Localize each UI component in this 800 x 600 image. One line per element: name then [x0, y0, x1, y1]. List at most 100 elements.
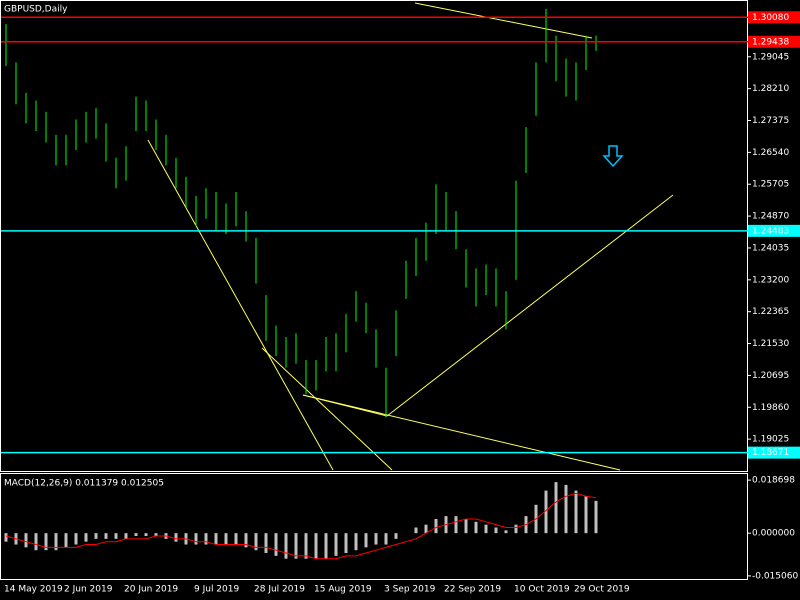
- trendline: [302, 394, 621, 471]
- y-tick-label: 1.22365: [752, 307, 789, 317]
- y-tick-label: 1.26540: [752, 148, 789, 158]
- histogram-bar: [44, 533, 48, 551]
- histogram-bar: [584, 496, 588, 534]
- x-tick-label: 15 Aug 2019: [314, 585, 372, 595]
- level-label-box: [748, 11, 800, 24]
- y-tick-label: 0.000000: [752, 529, 795, 539]
- main-panel-border: [0, 0, 748, 472]
- level-label: 1.30080: [752, 13, 789, 23]
- trendlines: [147, 2, 674, 471]
- level-label: 1.18671: [752, 448, 789, 458]
- trendline: [261, 347, 393, 471]
- x-tick-label: 20 Jun 2019: [124, 585, 178, 595]
- histogram-bar: [104, 533, 108, 539]
- y-tick-label: 1.23200: [752, 275, 789, 285]
- histogram-bar: [554, 482, 558, 534]
- level-label: 1.29438: [752, 37, 789, 47]
- y-tick-label: 0.018698: [752, 476, 795, 486]
- macd-panel-border: [0, 473, 748, 580]
- histogram-bar: [84, 533, 88, 542]
- y-tick-label: 1.21530: [752, 339, 789, 349]
- histogram-bar: [264, 533, 268, 554]
- histogram-bar: [354, 533, 358, 551]
- histogram-bar: [194, 533, 198, 545]
- histogram-bar: [414, 527, 418, 534]
- histogram-bar: [234, 533, 238, 545]
- trendline: [147, 139, 334, 471]
- histogram-bar: [594, 500, 598, 534]
- histogram-bar: [74, 533, 78, 545]
- histogram-bar: [204, 533, 208, 545]
- histogram-bar: [314, 533, 318, 559]
- histogram-bar: [564, 484, 568, 534]
- histogram-bar: [24, 533, 28, 548]
- histogram-bar: [574, 490, 578, 534]
- histogram-bar: [384, 533, 388, 545]
- histogram-bar: [434, 518, 438, 534]
- histogram-bar: [144, 533, 148, 537]
- histogram-bar: [514, 524, 518, 534]
- x-tick-label: 29 Oct 2019: [574, 585, 630, 595]
- y-tick-label: -0.015060: [752, 571, 798, 581]
- y-tick-label: 1.19860: [752, 403, 789, 413]
- y-tick-label: 1.24870: [752, 212, 789, 222]
- y-tick-label: 1.28210: [752, 84, 789, 94]
- histogram-bar: [334, 533, 338, 556]
- histogram-bar: [374, 533, 378, 545]
- histogram-bar: [214, 533, 218, 545]
- y-tick-label: 1.24035: [752, 243, 789, 253]
- histogram-bar: [94, 533, 98, 539]
- y-tick-label: 1.19025: [752, 435, 789, 445]
- histogram-bar: [424, 524, 428, 534]
- histogram-bar: [464, 518, 468, 534]
- histogram-bar: [244, 533, 248, 548]
- histogram-bar: [274, 533, 278, 556]
- level-label-box: [748, 35, 800, 48]
- x-tick-label: 9 Jul 2019: [194, 585, 239, 595]
- histogram-bar: [114, 533, 118, 539]
- signal-line: [5, 492, 597, 560]
- histogram-bar: [134, 533, 138, 537]
- histogram-bar: [304, 533, 308, 559]
- x-tick-label: 14 May 2019: [4, 585, 63, 595]
- trendline: [414, 2, 593, 39]
- histogram-bar: [484, 524, 488, 534]
- histogram-bar: [474, 521, 478, 534]
- x-tick-label: 2 Jun 2019: [64, 585, 113, 595]
- histogram-bar: [324, 533, 328, 559]
- histogram-bar: [174, 533, 178, 542]
- histogram-bar: [294, 533, 298, 559]
- histogram-bar: [504, 530, 508, 534]
- x-tick-label: 28 Jul 2019: [254, 585, 305, 595]
- histogram-bar: [394, 533, 398, 539]
- histogram-bar: [224, 533, 228, 545]
- y-tick-label: 1.20695: [752, 371, 789, 381]
- level-label-box: [748, 446, 800, 459]
- histogram-bar: [64, 533, 68, 548]
- histogram-bar: [284, 533, 288, 559]
- frame: [0, 0, 748, 580]
- histogram-bar: [154, 533, 158, 537]
- x-tick-label: 22 Sep 2019: [444, 585, 501, 595]
- histogram-bar: [454, 516, 458, 534]
- histogram-bar: [364, 533, 368, 548]
- level-label: 1.24483: [752, 226, 789, 236]
- histogram-bar: [124, 533, 128, 539]
- y-tick-label: 1.25705: [752, 180, 789, 190]
- histogram-bar: [544, 490, 548, 534]
- histogram-bar: [54, 533, 58, 551]
- histogram-bar: [4, 533, 8, 542]
- y-tick-label: 1.27375: [752, 116, 789, 126]
- level-label-box: [748, 224, 800, 237]
- down-arrow: [602, 145, 624, 168]
- y-tick-label: 1.29045: [752, 52, 789, 62]
- histogram-bar: [254, 533, 258, 551]
- x-tick-label: 3 Sep 2019: [384, 585, 436, 595]
- trendline: [302, 394, 388, 417]
- trendline: [386, 194, 674, 417]
- chart-title: GBPUSD,Daily: [4, 5, 68, 15]
- histogram-bar: [494, 527, 498, 534]
